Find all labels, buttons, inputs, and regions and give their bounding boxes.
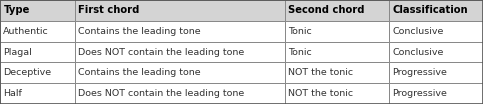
- Bar: [285, 0, 389, 21]
- Bar: [389, 42, 483, 62]
- Text: Tonic: Tonic: [288, 48, 312, 56]
- Bar: [389, 21, 483, 42]
- Text: NOT the tonic: NOT the tonic: [288, 68, 354, 77]
- Text: Half: Half: [3, 89, 22, 98]
- Bar: [285, 62, 389, 83]
- Text: Second chord: Second chord: [288, 5, 365, 15]
- Bar: [285, 42, 389, 62]
- Bar: [75, 0, 285, 21]
- Text: Plagal: Plagal: [3, 48, 32, 56]
- Bar: [0, 83, 75, 104]
- Text: Does NOT contain the leading tone: Does NOT contain the leading tone: [78, 48, 244, 56]
- Bar: [75, 21, 285, 42]
- Text: Does NOT contain the leading tone: Does NOT contain the leading tone: [78, 89, 244, 98]
- Text: First chord: First chord: [78, 5, 140, 15]
- Bar: [75, 42, 285, 62]
- Bar: [75, 62, 285, 83]
- Bar: [0, 42, 75, 62]
- Bar: [0, 0, 75, 21]
- Bar: [389, 0, 483, 21]
- Text: Deceptive: Deceptive: [3, 68, 52, 77]
- Text: Classification: Classification: [392, 5, 468, 15]
- Text: Type: Type: [3, 5, 30, 15]
- Bar: [285, 21, 389, 42]
- Text: NOT the tonic: NOT the tonic: [288, 89, 354, 98]
- Bar: [0, 62, 75, 83]
- Text: Conclusive: Conclusive: [392, 48, 444, 56]
- Bar: [389, 62, 483, 83]
- Text: Conclusive: Conclusive: [392, 27, 444, 36]
- Bar: [0, 21, 75, 42]
- Text: Progressive: Progressive: [392, 89, 447, 98]
- Bar: [285, 83, 389, 104]
- Bar: [75, 83, 285, 104]
- Text: Contains the leading tone: Contains the leading tone: [78, 27, 201, 36]
- Bar: [389, 83, 483, 104]
- Text: Authentic: Authentic: [3, 27, 49, 36]
- Text: Progressive: Progressive: [392, 68, 447, 77]
- Text: Tonic: Tonic: [288, 27, 312, 36]
- Text: Contains the leading tone: Contains the leading tone: [78, 68, 201, 77]
